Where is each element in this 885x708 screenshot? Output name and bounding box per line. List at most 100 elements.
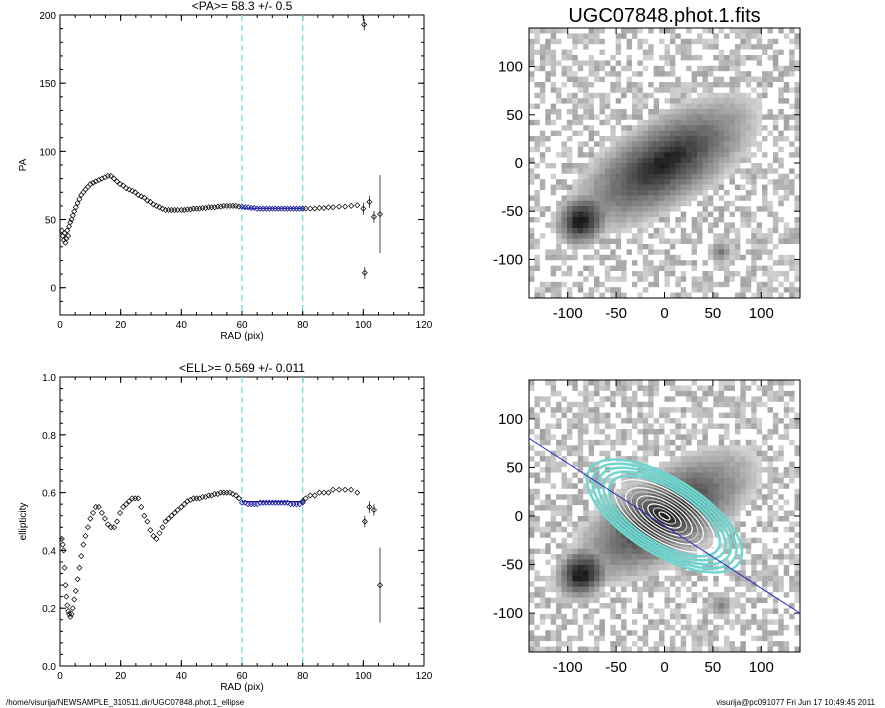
image-pixel [697, 76, 703, 83]
image-pixel [740, 385, 747, 392]
image-pixel [539, 206, 546, 212]
image-pixel [778, 434, 785, 441]
image-pixel [724, 49, 730, 56]
image-pixel [561, 494, 568, 500]
image-pixel [794, 467, 801, 473]
image-pixel [680, 190, 687, 196]
image-pixel [577, 211, 584, 218]
data-point [90, 179, 97, 186]
image-pixel [680, 238, 687, 245]
image-pixel [794, 130, 801, 137]
image-pixel [783, 505, 790, 511]
image-pixel [550, 87, 557, 94]
image-pixel [577, 575, 584, 582]
image-pixel [550, 146, 557, 153]
image-pixel [572, 44, 579, 50]
image-pixel [631, 249, 638, 256]
image-pixel [594, 450, 600, 457]
image-pixel [680, 423, 687, 430]
image-pixel [631, 456, 638, 462]
image-pixel [707, 141, 714, 148]
data-point [307, 205, 314, 212]
image-pixel [675, 98, 682, 104]
image-pixel [566, 276, 573, 283]
image-pixel [691, 510, 698, 517]
image-pixel [713, 71, 719, 77]
image-pixel [610, 227, 617, 234]
image-pixel [534, 141, 541, 148]
image-pixel [713, 439, 719, 446]
image-pixel [664, 467, 671, 473]
image-pixel [778, 554, 785, 560]
image-pixel [637, 200, 644, 207]
image-pixel [702, 385, 709, 392]
image-pixel [534, 483, 541, 490]
image-pixel [615, 418, 622, 424]
image-pixel [740, 179, 747, 185]
image-pixel [610, 92, 617, 99]
image-pixel [789, 265, 795, 272]
image-pixel [789, 76, 795, 83]
image-pixel [566, 206, 573, 212]
image-pixel [778, 287, 785, 293]
image-pixel [610, 439, 617, 446]
image-pixel [631, 82, 638, 88]
image-pixel [556, 87, 562, 94]
image-pixel [729, 548, 736, 555]
image-pixel [534, 488, 541, 495]
image-pixel [718, 190, 725, 196]
image-pixel [772, 554, 779, 560]
image-pixel [702, 125, 709, 131]
image-pixel [594, 281, 600, 288]
image-pixel [550, 543, 557, 549]
image-pixel [740, 211, 747, 218]
image-pixel [604, 564, 611, 571]
image-pixel [767, 401, 774, 408]
image-pixel [604, 526, 611, 533]
image-pixel [550, 136, 557, 142]
x-tick-label: 40 [176, 320, 188, 331]
image-pixel [713, 287, 719, 293]
image-pixel [762, 179, 768, 185]
image-pixel [604, 119, 611, 126]
image-pixel [691, 227, 698, 234]
image-pixel [642, 434, 649, 441]
image-pixel [566, 146, 573, 153]
data-point [229, 491, 236, 498]
image-pixel [783, 276, 790, 283]
image-pixel [724, 401, 730, 408]
image-pixel [615, 292, 622, 299]
image-pixel [637, 450, 644, 457]
image-pixel [772, 76, 779, 83]
image-pixel [659, 141, 665, 148]
image-pixel [724, 82, 730, 88]
image-pixel [642, 450, 649, 457]
image-pixel [794, 554, 801, 560]
image-pixel [631, 109, 638, 115]
image-pixel [778, 483, 785, 490]
image-pixel [572, 390, 579, 397]
x-tick-label: 20 [115, 320, 127, 331]
image-pixel [539, 55, 546, 61]
image-pixel [588, 292, 595, 299]
y-tick-label: 50 [506, 107, 523, 124]
image-pixel [713, 44, 719, 50]
image-pixel [762, 217, 768, 223]
image-pixel [534, 119, 541, 126]
image-pixel [707, 276, 714, 283]
image-pixel [631, 439, 638, 446]
image-pixel [539, 477, 546, 484]
image-pixel [631, 227, 638, 234]
image-pixel [680, 477, 687, 484]
data-point [366, 504, 373, 511]
image-pixel [550, 92, 557, 99]
image-pixel [534, 109, 541, 115]
image-pixel [545, 103, 551, 110]
image-pixel [680, 157, 687, 164]
image-pixel [566, 559, 573, 566]
image-pixel [631, 55, 638, 61]
image-pixel [702, 92, 709, 99]
image-pixel [794, 173, 801, 180]
image-pixel [691, 385, 698, 392]
image-pixel [691, 195, 698, 202]
